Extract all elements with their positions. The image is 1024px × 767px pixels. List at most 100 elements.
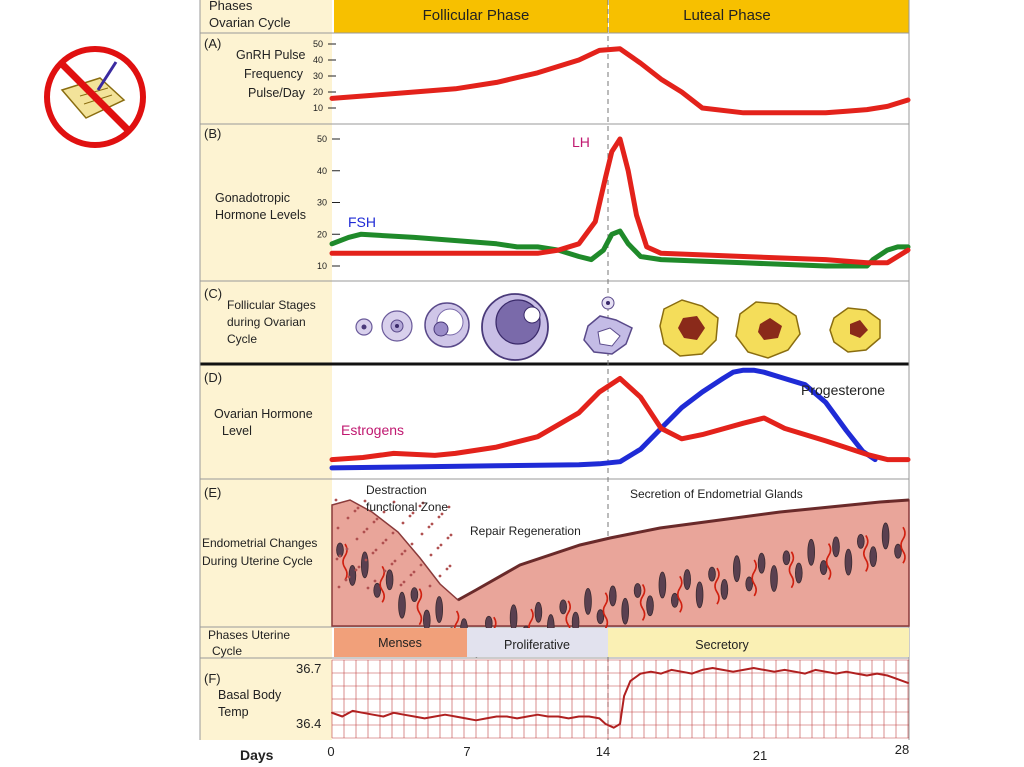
debris-dot (429, 553, 433, 557)
estrogens-line (329, 376, 911, 463)
day-tick-28: 28 (895, 742, 909, 757)
spiral-artery (900, 526, 906, 564)
gland (509, 604, 518, 632)
proliferative-bar (467, 628, 608, 657)
spiral-artery (788, 551, 795, 589)
gland (894, 543, 902, 559)
panel-a-tick-label: 50 (313, 39, 323, 49)
proliferative-label: Proliferative (504, 638, 570, 652)
temp-tick-high: 36.7 (296, 661, 321, 676)
debris-dot (390, 562, 394, 566)
gland (757, 552, 766, 574)
debris-dot (365, 527, 369, 531)
debris-dot (410, 542, 414, 546)
panel-e-label-2: During Uterine Cycle (202, 554, 313, 568)
debris-dot (372, 520, 376, 524)
ovulated-follicle (583, 296, 633, 355)
no-notes-icon (44, 46, 146, 148)
uterine-phases-label-1: Phases Uterine (208, 628, 290, 642)
panel-a-letter: (A) (204, 36, 221, 51)
debris-dot (430, 522, 434, 526)
panel-b-y-axis: 50 40 30 20 10 (317, 134, 340, 271)
panel-a-plot (329, 46, 911, 116)
panel-a-y-axis: 50 40 30 20 10 (313, 39, 336, 113)
panel-e-label-1: Endometrial Changes (202, 536, 317, 550)
gland (832, 536, 840, 558)
panel-a-tick-label: 40 (313, 55, 323, 65)
fsh-label: FSH (348, 214, 376, 230)
panel-a-label-2: Frequency (244, 67, 304, 81)
debris-dot (403, 549, 407, 553)
debris-dot (393, 559, 397, 563)
panel-f-letter: (F) (204, 671, 221, 686)
day-tick-14: 14 (596, 744, 610, 759)
gland (534, 601, 543, 623)
gland (633, 583, 642, 598)
debris-dot (391, 531, 395, 535)
debris-dot (437, 515, 441, 519)
panel-a-label-1: GnRH Pulse (236, 48, 306, 62)
debris-dot (445, 567, 449, 571)
debris-dot (374, 548, 378, 552)
gland (720, 578, 729, 600)
gland (794, 562, 803, 584)
gland (422, 609, 431, 631)
progesterone-line (329, 367, 878, 471)
debris-dot (419, 563, 423, 567)
gland (683, 569, 691, 590)
phases-ovarian-label-2: Ovarian Cycle (209, 15, 291, 30)
gland (807, 538, 815, 566)
panel-d-label-1: Ovarian Hormone (214, 407, 313, 421)
panel-a-tick-label: 30 (313, 71, 323, 81)
panel-c-label-2: during Ovarian (227, 315, 306, 329)
debris-dot (418, 504, 422, 508)
day-tick-21: 21 (753, 748, 767, 763)
panel-b-label-2: Hormone Levels (215, 208, 306, 222)
panel-f-label-2: Temp (218, 705, 249, 719)
secretory-bar (608, 628, 909, 657)
spiral-artery (863, 534, 869, 572)
panel-f-label-1: Basal Body (218, 688, 282, 702)
debris-dot (347, 575, 351, 579)
debris-dot (338, 554, 342, 558)
panel-b-tick-label: 30 (317, 198, 327, 208)
debris-dot (335, 557, 339, 561)
debris-dot (439, 543, 443, 547)
panel-b-plot (329, 136, 911, 269)
graafian-follicle (481, 293, 549, 361)
debris-dot (364, 558, 368, 562)
annotation-destruction-1: Destraction (366, 483, 427, 497)
debris-dot (412, 570, 416, 574)
label-column (200, 0, 332, 740)
panel-d-letter: (D) (204, 370, 222, 385)
luteal-phase-bar (609, 0, 909, 33)
debris-dot (411, 511, 415, 515)
debris-dot (427, 525, 431, 529)
debris-dot (436, 546, 440, 550)
debris-dot (381, 541, 385, 545)
follicular-phase-label: Follicular Phase (423, 7, 530, 24)
debris-dot (366, 586, 370, 590)
gland (732, 555, 741, 583)
basal-temp-line (331, 667, 909, 729)
debris-dot (336, 526, 340, 530)
gland (398, 591, 406, 619)
panel-b-tick-label: 20 (317, 229, 327, 239)
panel-b-label-1: Gonadotropic (215, 191, 290, 205)
annotation-repair: Repair Regeneration (470, 524, 581, 538)
menses-bar (334, 628, 467, 657)
debris-dot (346, 516, 350, 520)
gland (584, 588, 592, 615)
luteal-phase-label: Luteal Phase (683, 7, 771, 24)
debris-dot (409, 573, 413, 577)
debris-dot (428, 584, 432, 588)
gland (435, 596, 444, 623)
panel-b-tick-label: 50 (317, 134, 327, 144)
panel-d-label-2: Level (222, 424, 252, 438)
gland (844, 548, 853, 576)
debris-dot (446, 536, 450, 540)
estrogens-label: Estrogens (341, 422, 404, 438)
debris-dot (420, 532, 424, 536)
corpus-luteum-early (659, 299, 719, 357)
gland (608, 585, 617, 607)
